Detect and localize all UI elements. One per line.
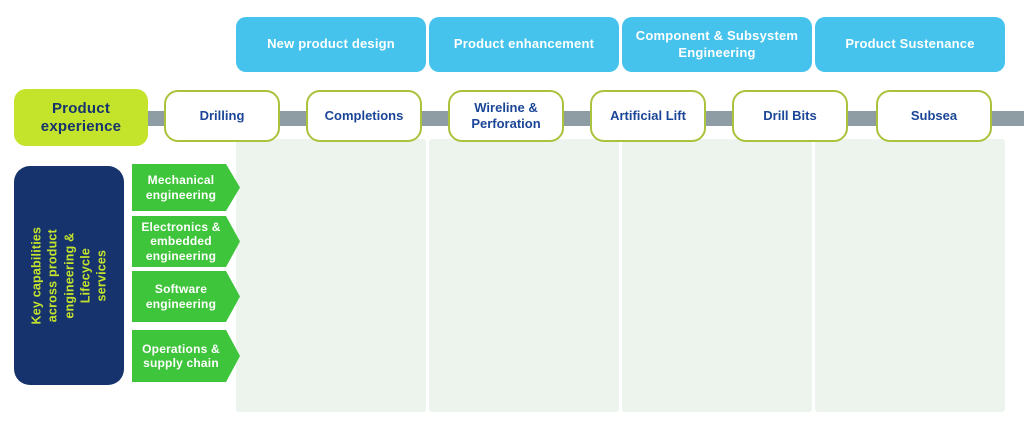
stage-header-label: Product Sustenance <box>845 36 975 52</box>
pill-label: Subsea <box>910 108 958 124</box>
column-band-component-subsystem <box>622 139 812 412</box>
capability-arrow-software: Software engineering <box>132 271 240 322</box>
pill-label: Drilling <box>199 108 245 124</box>
stage-header-new-product-design: New product design <box>236 17 426 72</box>
capability-arrow-mechanical: Mechanical engineering <box>132 164 240 211</box>
product-experience-box: Product experience <box>14 89 148 146</box>
stage-header-product-sustenance: Product Sustenance <box>815 17 1005 72</box>
pill-artificial-lift: Artificial Lift <box>590 90 706 142</box>
key-capabilities-box: Key capabilities across product engineer… <box>14 166 124 385</box>
stage-header-label: New product design <box>267 36 395 52</box>
product-experience-label: Product experience <box>40 100 122 135</box>
pill-drill-bits: Drill Bits <box>732 90 848 142</box>
capability-label: Software engineering <box>145 282 217 311</box>
stage-header-product-enhancement: Product enhancement <box>429 17 619 72</box>
pill-drilling: Drilling <box>164 90 280 142</box>
pill-label: Completions <box>324 108 404 124</box>
pill-label: Wireline & Perforation <box>471 100 541 131</box>
pill-completions: Completions <box>306 90 422 142</box>
capability-arrow-operations: Operations & supply chain <box>132 330 240 382</box>
stage-header-label: Product enhancement <box>453 36 595 52</box>
capability-label: Electronics & embedded engineering <box>141 219 221 263</box>
column-band-new-product-design <box>236 139 426 412</box>
pill-subsea: Subsea <box>876 90 992 142</box>
capability-arrow-electronics: Electronics & embedded engineering <box>132 216 240 267</box>
column-band-product-enhancement <box>429 139 619 412</box>
capability-label: Operations & supply chain <box>142 341 220 370</box>
pill-label: Artificial Lift <box>610 108 686 124</box>
key-capabilities-label: Key capabilities across product engineer… <box>29 226 109 325</box>
stage-header-label: Component & Subsystem Engineering <box>635 28 799 60</box>
pill-label: Drill Bits <box>763 108 817 124</box>
pill-wireline-perforation: Wireline & Perforation <box>448 90 564 142</box>
capability-label: Mechanical engineering <box>145 173 217 202</box>
stage-header-component-subsystem: Component & Subsystem Engineering <box>622 17 812 72</box>
column-band-product-sustenance <box>815 139 1005 412</box>
